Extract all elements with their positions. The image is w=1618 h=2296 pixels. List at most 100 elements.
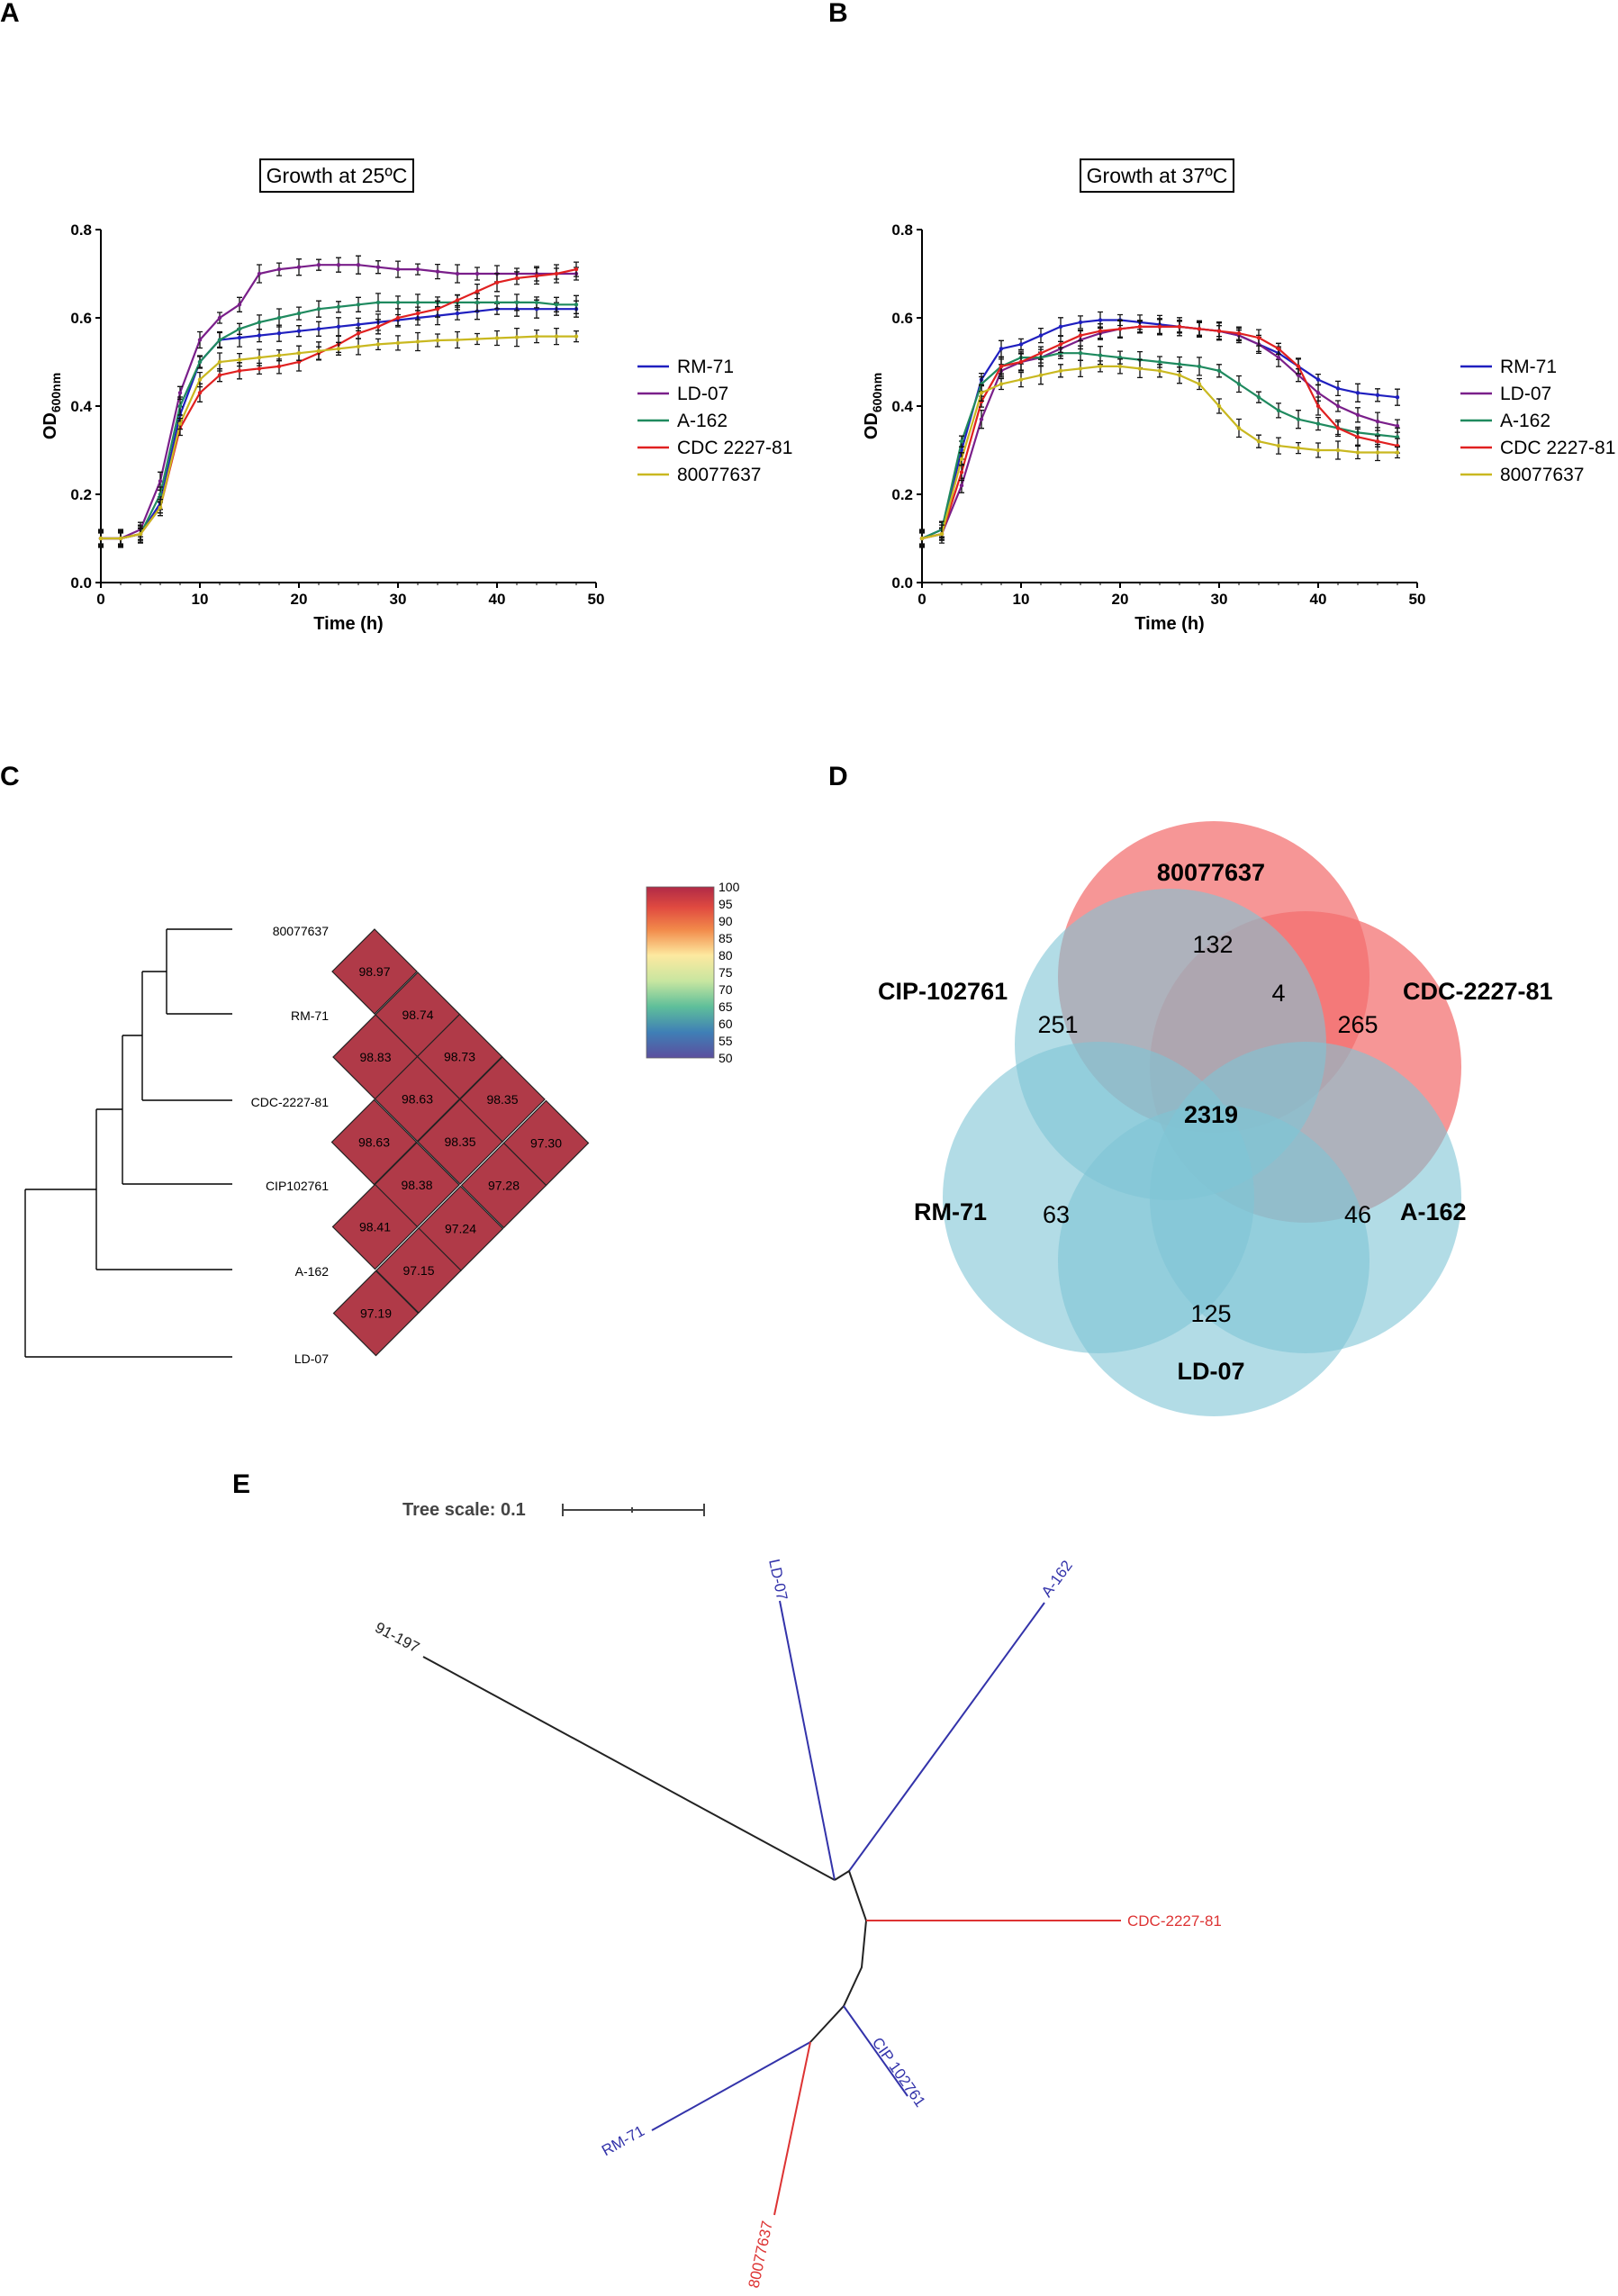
data-point <box>158 505 163 510</box>
data-point <box>415 311 420 316</box>
data-point <box>1276 347 1281 351</box>
data-point <box>336 263 341 267</box>
tree-branch-91-197 <box>422 1656 836 1881</box>
strain-label: LD-07 <box>294 1351 329 1366</box>
data-point <box>1117 327 1123 331</box>
x-tick-label: 30 <box>1211 591 1228 608</box>
data-point <box>395 267 401 272</box>
panel-label-e: E <box>232 1469 250 1499</box>
panel-label-a: A <box>0 0 20 28</box>
data-point <box>1375 450 1380 455</box>
data-point <box>1315 377 1321 382</box>
heatmap-cell-value: 98.38 <box>401 1178 432 1192</box>
data-point <box>574 267 579 272</box>
data-point <box>415 339 420 344</box>
heatmap-cell <box>330 1098 418 1186</box>
y-tick-label: 0.4 <box>70 398 92 415</box>
data-point <box>415 300 420 305</box>
data-point <box>237 335 242 340</box>
heatmap-strain-labels: 80077637 RM-71 CDC-2227-81 CIP102761 A-1… <box>251 924 330 1366</box>
data-point <box>1395 395 1400 400</box>
data-point <box>1296 373 1301 377</box>
legend-label: RM-71 <box>677 357 734 377</box>
data-point <box>475 271 480 276</box>
tree-label-80077637: 80077637 <box>746 2219 776 2290</box>
data-point <box>455 298 460 303</box>
series-80077637 <box>919 358 1400 547</box>
venn-count-ld-07: 125 <box>1190 1300 1231 1327</box>
heatmap-cell <box>460 1142 547 1229</box>
panel-label-d: D <box>828 762 848 791</box>
data-point <box>494 280 500 285</box>
data-point <box>979 417 984 421</box>
venn-label-a-162: A-162 <box>1400 1198 1467 1225</box>
data-point <box>919 536 925 541</box>
data-point <box>395 315 401 321</box>
tree-label-cip-102761: CIP 102761 <box>869 2034 929 2110</box>
strain-label: CIP102761 <box>266 1179 329 1193</box>
heatmap-cell <box>331 928 418 1015</box>
data-point <box>1296 364 1301 369</box>
data-point <box>1177 324 1182 329</box>
tree-branch-ld-07 <box>779 1600 836 1881</box>
data-point <box>1375 419 1380 424</box>
data-point <box>1256 335 1261 340</box>
legend-label: CDC 2227-81 <box>1500 438 1615 458</box>
data-point <box>316 348 321 353</box>
data-point <box>1355 450 1360 455</box>
data-point <box>197 338 203 342</box>
venn-label-ld-07: LD-07 <box>1177 1358 1244 1385</box>
venn-count-cdc-2227-81: 265 <box>1337 1011 1378 1038</box>
y-tick-label: 0.8 <box>891 221 913 239</box>
colorbar-tick-label: 95 <box>719 897 733 911</box>
heatmap-cell-value: 98.63 <box>402 1092 433 1107</box>
data-point <box>1117 355 1123 360</box>
data-point <box>1197 327 1202 331</box>
y-tick-label: 0.6 <box>70 310 92 327</box>
data-point <box>455 311 460 316</box>
colorbar-ticks: 100 95 90 85 80 75 70 65 60 55 50 <box>719 880 740 1065</box>
venn-label-rm-71: RM-71 <box>914 1198 987 1225</box>
heatmap-cell-value: 98.41 <box>359 1220 391 1234</box>
heatmap-cell <box>332 1270 420 1357</box>
x-axis-title: Time (h) <box>313 614 383 634</box>
heatmap-cell-value: 98.63 <box>358 1135 390 1150</box>
data-point <box>356 344 361 349</box>
chart-title-text: Growth at 37ºC <box>1087 164 1228 187</box>
colorbar-tick-label: 100 <box>719 880 740 894</box>
data-point <box>554 271 559 276</box>
data-point <box>415 267 420 272</box>
x-tick-label: 0 <box>96 591 104 608</box>
data-point <box>296 265 302 269</box>
data-point <box>356 303 361 307</box>
data-point <box>1236 426 1242 430</box>
phylogenetic-tree <box>422 1600 1121 2216</box>
data-point <box>1117 364 1123 369</box>
series-CDC 2227-81 <box>919 318 1400 548</box>
legend-label: 80077637 <box>1500 465 1584 485</box>
data-point <box>1078 320 1083 325</box>
heatmap-cell <box>374 1055 461 1143</box>
data-point <box>1157 324 1162 329</box>
data-point <box>514 276 520 281</box>
data-point <box>257 333 262 338</box>
data-point <box>217 338 222 342</box>
heatmap-cell-value: 98.83 <box>359 1050 391 1064</box>
x-tick-label: 10 <box>192 591 209 608</box>
data-point <box>959 456 964 461</box>
data-point <box>217 359 222 365</box>
strain-label: RM-71 <box>291 1008 329 1023</box>
tree-label-rm-71: RM-71 <box>599 2122 647 2159</box>
data-point <box>1216 403 1222 409</box>
heatmap-cell-value: 98.97 <box>358 964 390 979</box>
heatmap-cell-value: 98.35 <box>486 1092 518 1107</box>
data-point <box>237 368 242 373</box>
data-point <box>1335 403 1341 409</box>
data-point <box>138 531 143 537</box>
heatmap-cell-value: 97.24 <box>445 1222 476 1236</box>
data-point <box>514 300 520 305</box>
tree-branch-80077637 <box>773 2041 811 2216</box>
chart-title-box <box>1080 158 1234 193</box>
data-point <box>959 484 964 488</box>
